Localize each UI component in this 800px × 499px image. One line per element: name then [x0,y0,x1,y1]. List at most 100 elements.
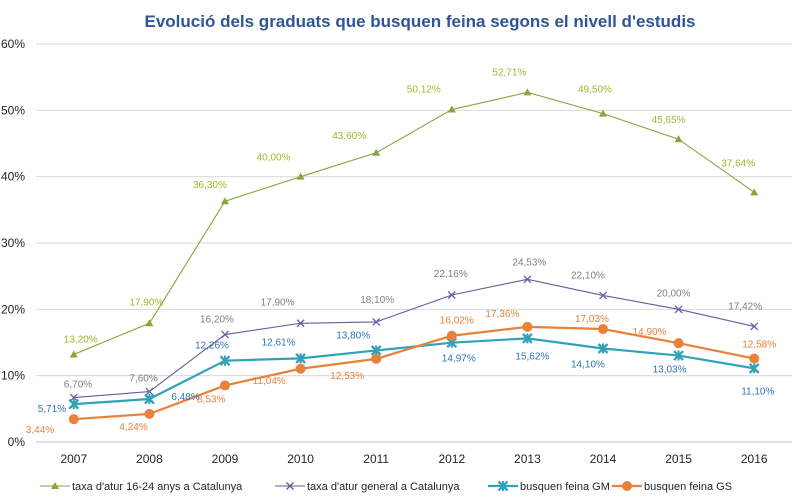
x-tick-label: 2010 [287,452,314,466]
series-4-point [522,321,533,332]
series-2-point-stroke [523,275,532,284]
y-axis: 0% 10% 20% 30% 40% 50% 60% [1,37,25,449]
data-label: 3,44% [26,425,54,436]
series-2-point-stroke [145,387,154,396]
series-1-point [69,350,78,358]
series-2-point [750,322,759,331]
x-tick-label: 2007 [60,452,87,466]
data-label: 6,48% [171,392,199,403]
data-label: 40,00% [257,153,291,164]
series-2-point [296,319,305,328]
data-label: 16,20% [200,315,234,326]
legend-marker-3 [497,480,509,492]
series-2-point [523,275,532,284]
y-tick-label: 40% [1,170,25,184]
series-3-point [370,345,382,356]
x-tick-label: 2012 [438,452,465,466]
series-3-point [144,393,155,405]
x-tick-label: 2009 [212,452,239,466]
data-label: 13,20% [64,334,98,345]
series-3-point [673,350,684,361]
x-tick-label: 2011 [363,452,389,466]
data-label: 14,97% [442,354,476,365]
series-2-point-stroke [221,330,229,339]
series-2-point [69,393,78,402]
series-1-point [221,197,229,205]
series-1-point [296,172,305,180]
series-4-point [220,380,230,391]
data-label: 7,60% [129,374,157,385]
x-tick-label: 2014 [590,452,617,466]
series-1-point [145,319,154,327]
data-label: 17,90% [129,297,163,308]
legend-entry: busquen feina GS [644,481,732,493]
x-axis: 2007 2008 2009 2010 2011 2012 2013 2014 2015 2016 [60,452,767,466]
data-label: 13,80% [336,330,370,341]
legend-marker-2 [286,482,294,490]
data-label: 11,04% [253,376,286,387]
data-label: 43,60% [332,131,366,142]
data-label: 12,61% [262,337,296,348]
series-2-point-stroke [674,305,683,314]
series-2-point-stroke [372,317,381,326]
series-line-1 [73,91,755,355]
x-tick-label: 2015 [665,452,692,466]
legend-entry: busquen feina GM [520,481,610,493]
series-4-point [598,324,608,335]
y-tick-label: 50% [1,103,25,117]
data-label: 11,10% [741,386,774,397]
series-1-point [447,105,456,113]
data-label: 50,12% [407,85,441,96]
data-label: 6,70% [64,380,92,391]
data-label: 18,10% [360,295,394,306]
series-4-point [144,408,155,419]
series-4-point [295,363,306,374]
series-4-point [749,353,760,364]
legend: taxa d'atur 16-24 anys a Catalunya taxa d… [40,480,732,493]
series-4-point [446,330,457,341]
series-1-point [750,188,759,196]
series-2-point-stroke [69,393,78,402]
series-2-point [447,291,456,299]
y-tick-label: 60% [1,37,25,51]
data-label: 8,53% [197,394,225,405]
data-label: 14,10% [571,359,605,370]
grid-layer [36,43,792,443]
data-label: 49,50% [578,85,612,96]
legend-marker-1 [51,482,59,489]
data-label: 4,24% [119,422,147,433]
data-label: 22,10% [571,270,605,281]
series-3-point [748,363,760,374]
series-4-point [371,353,382,364]
series-2-point [221,330,229,339]
data-label: 17,42% [728,301,762,312]
series-2-point [372,317,381,326]
data-label: 36,30% [193,180,227,191]
series-3-point [295,353,306,364]
data-label: 12,53% [330,371,364,382]
series-2-point [145,387,154,396]
series-3-point [219,355,231,367]
series-2-point [674,305,683,314]
y-tick-label: 0% [8,435,26,449]
series-1-point [523,88,532,96]
y-tick-label: 30% [1,236,25,250]
series-2-point-stroke [296,319,305,328]
series-3-point [597,343,609,354]
y-tick-label: 20% [1,302,25,316]
data-label: 17,90% [261,297,295,308]
series-2-point-stroke [599,291,607,300]
x-tick-label: 2013 [514,452,541,466]
data-label: 24,53% [512,257,546,268]
data-label: 17,36% [485,309,519,320]
legend-marker-4 [622,481,632,491]
data-label: 22,16% [434,269,468,280]
series-2-point-stroke [750,322,759,331]
series-3-point [68,398,80,410]
data-label: 16,02% [440,316,474,327]
x-tick-label: 2008 [136,452,163,466]
series-4-point [68,414,79,425]
data-label: 13,03% [653,365,687,376]
